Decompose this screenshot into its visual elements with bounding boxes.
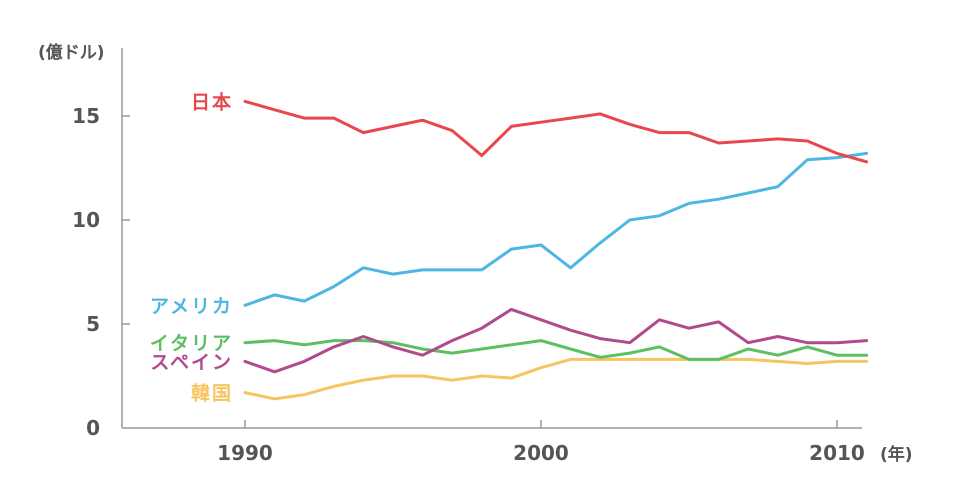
x-tick-label: 1990	[217, 441, 273, 465]
series-line	[243, 339, 869, 361]
series-layer	[243, 99, 869, 401]
series-line	[243, 151, 869, 307]
y-axis-unit-label: (億ドル)	[38, 42, 105, 63]
series-label: 韓国	[191, 382, 233, 405]
y-tick-label: 5	[86, 312, 100, 336]
x-tick-label: 2010	[809, 441, 865, 465]
x-tick-label: 2000	[513, 441, 569, 465]
x-axis-unit-label: (年)	[880, 444, 913, 465]
series-line	[243, 307, 869, 374]
y-tick-label: 10	[72, 208, 100, 232]
y-tick-label: 0	[86, 416, 100, 440]
axes: 0 5 10 15 1990 2000 2010	[72, 48, 865, 465]
series-label: スペイン	[150, 351, 233, 373]
series-line	[243, 99, 869, 164]
series-label: アメリカ	[150, 295, 233, 317]
series-line	[243, 357, 869, 401]
series-label: 日本	[191, 90, 233, 113]
y-tick-label: 15	[72, 104, 100, 128]
series-label: イタリア	[150, 333, 233, 355]
